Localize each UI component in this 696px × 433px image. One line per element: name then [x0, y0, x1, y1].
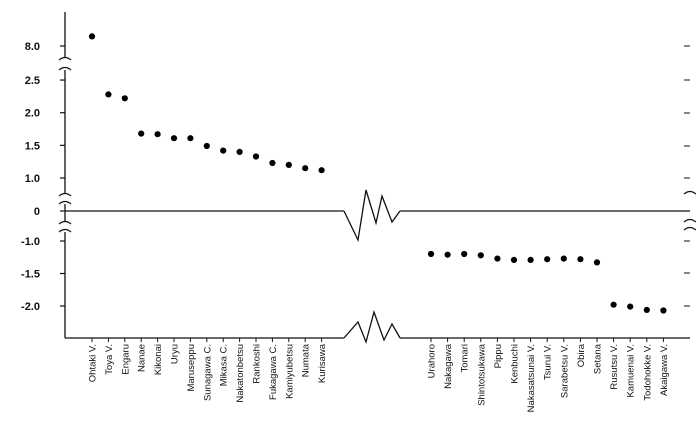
y-tick-label: 1.0: [25, 173, 40, 185]
x-tick-label: Shintotsukawa: [476, 343, 487, 406]
x-break-mark: [343, 189, 401, 243]
axis-break-mark: [683, 190, 696, 195]
x-tick-label: Uryu: [170, 344, 181, 364]
x-tick-label: Kurisawa: [317, 343, 328, 383]
y-axis-ticks: 8.0 2.5 2.0 1.5 1.0 0 -1.0 -1.5 -2.0: [21, 41, 65, 313]
x-tick-label: Rusutsu V.: [609, 344, 620, 390]
data-point: [494, 255, 501, 262]
x-tick-label: Obira: [576, 343, 587, 367]
x-tick-label: Tomari: [460, 344, 471, 373]
data-point: [610, 301, 617, 308]
data-point: [187, 135, 194, 142]
y-tick-label: 2.0: [25, 108, 40, 120]
axis-break-mark: [58, 66, 72, 71]
x-tick-label: Setana: [593, 343, 604, 374]
x-tick-label: Urahoro: [427, 344, 438, 378]
data-point: [138, 130, 145, 137]
data-point: [427, 250, 435, 258]
data-point: [660, 307, 667, 314]
y-tick-label: 2.5: [25, 75, 40, 87]
x-tick-label: Engaru: [120, 344, 131, 375]
axis-break-mark: [58, 228, 72, 233]
x-tick-label: Todohokke V.: [642, 344, 653, 401]
y-tick-label: -1.5: [21, 269, 40, 281]
data-point: [302, 165, 309, 172]
data-point: [285, 161, 292, 168]
x-tick-label: Mikasa C.: [219, 344, 230, 386]
x-break-mark: [343, 309, 401, 345]
y-tick-label: 0: [34, 206, 40, 218]
data-point: [461, 250, 468, 258]
data-point: [544, 256, 551, 263]
x-tick-label: Sunagawa C.: [202, 344, 213, 401]
x-tick-label: Maruseppu: [186, 344, 197, 392]
data-point: [252, 153, 260, 160]
data-point: [477, 252, 484, 259]
data-point: [318, 167, 325, 174]
x-tick-label: Tsurui V.: [543, 344, 554, 380]
x-tick-label: Nakagawa: [443, 343, 454, 389]
y-tick-label: 1.5: [25, 140, 40, 152]
data-point: [627, 303, 634, 310]
data-point: [121, 95, 128, 102]
data-point: [170, 135, 178, 142]
x-tick-label: Toya V.: [104, 344, 115, 375]
x-tick-label: Kikonai: [153, 344, 164, 375]
axis-break-mark: [683, 218, 696, 231]
x-tick-label: Akaigawa V.: [659, 344, 670, 396]
data-point: [269, 159, 276, 167]
data-points: [88, 33, 667, 314]
data-point: [527, 256, 534, 263]
y-tick-label: 8.0: [25, 41, 40, 53]
data-point: [203, 142, 210, 150]
data-point: [510, 256, 518, 263]
y-tick-label: -1.0: [21, 236, 40, 248]
x-tick-label: Kamiyubetsu: [284, 344, 295, 399]
x-tick-label: Nanae: [137, 344, 148, 372]
axis-break-mark: [58, 200, 72, 205]
data-point: [105, 91, 112, 98]
data-point: [560, 255, 567, 262]
data-point: [593, 259, 601, 266]
x-tick-label: Nakatonbetsu: [235, 344, 246, 403]
x-tick-label: Numata: [301, 343, 312, 377]
data-point: [577, 256, 584, 263]
data-point: [220, 147, 227, 154]
axis-break-mark: [58, 56, 72, 61]
data-point: [444, 251, 451, 258]
x-tick-label: Fukagawa C.: [268, 344, 279, 400]
x-tick-label: Kamuenai V.: [626, 344, 637, 398]
data-point: [236, 148, 243, 155]
data-point: [88, 33, 96, 40]
x-tick-label: Pippu: [493, 344, 504, 368]
axis-break-mark: [58, 192, 72, 197]
x-tick-label: Sarabetsu V.: [559, 344, 570, 398]
data-point: [643, 306, 650, 313]
x-tick-label: Kenbuchi: [510, 344, 521, 384]
y-tick-label: -2.0: [21, 301, 40, 313]
chart-axes: [58, 12, 696, 345]
x-tick-label: Rankoshi: [252, 344, 263, 384]
axis-break-mark: [58, 220, 72, 225]
x-tick-label: Ohtaki V.: [88, 344, 99, 382]
x-tick-label: Nakasatsunai V.: [526, 344, 537, 412]
data-point: [154, 131, 161, 138]
x-axis-labels: Ohtaki V. Toya V. Engaru Nanae Kikonai Uryu Ma…: [88, 338, 670, 412]
